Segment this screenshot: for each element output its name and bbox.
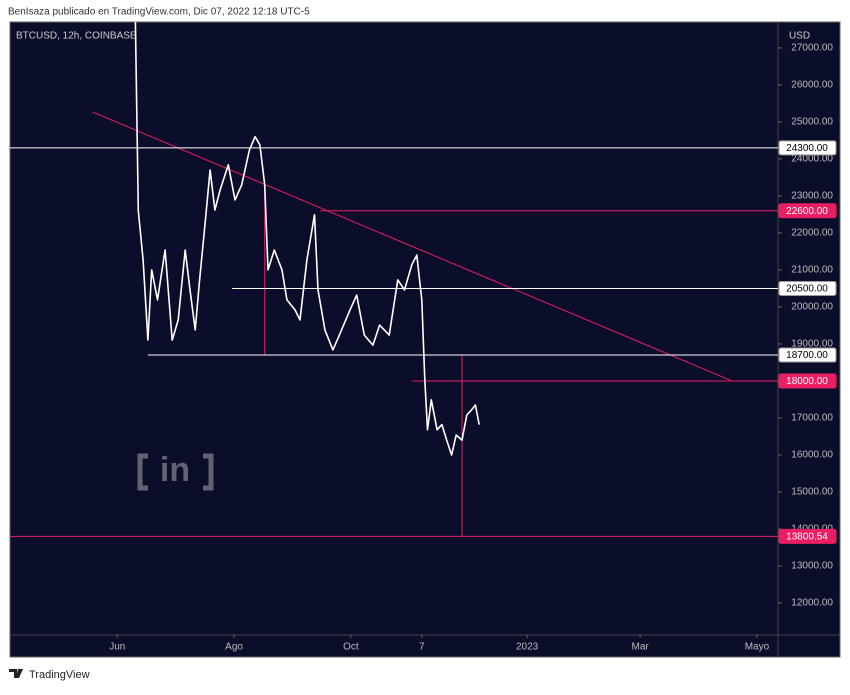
x-tick-label: Mar [631,642,649,653]
y-tick-label: 22000.00 [791,228,833,239]
trendline [92,111,733,382]
level-label-box [778,203,837,219]
x-tick-label: Oct [343,642,359,653]
y-tick-label: 12000.00 [791,598,833,609]
y-tick-label: 15000.00 [791,487,833,498]
level-label-box [778,140,837,156]
x-tick-label: 2023 [516,642,539,653]
y-tick-label: 20000.00 [791,302,833,313]
y-tick-label: 13000.00 [791,561,833,572]
price-line [134,21,480,456]
y-tick-label: 26000.00 [791,80,833,91]
symbol: BTCUSD, 12h, COINBASE [16,31,137,42]
footer: TradingView [29,669,90,681]
x-tick-label: Jun [109,642,125,653]
footer-logo: TradingView [9,669,90,681]
level-label: 24300.00 [786,143,828,154]
watermark-text: in [160,451,190,489]
y-tick-label: 16000.00 [791,450,833,461]
y-tick-label: 19000.00 [791,339,833,350]
level-label: 22600.00 [786,206,828,217]
level-label: 13800.54 [786,532,828,543]
header: BenIsaza publicado en TradingView.com, D… [8,7,310,18]
x-tick-label: Mayo [745,642,770,653]
watermark: in [137,451,214,491]
y-tick-label: 21000.00 [791,265,833,276]
level-label-box [778,280,837,296]
chart-area [9,21,841,658]
y-unit: USD [789,31,810,42]
y-tick-label: 27000.00 [791,43,833,54]
level-label: 18700.00 [786,350,828,361]
level-label-box [778,373,837,389]
y-tick-label: 25000.00 [791,117,833,128]
level-label: 18000.00 [786,376,828,387]
level-label: 20500.00 [786,284,828,295]
x-tick-label: 7 [419,642,425,653]
level-label-box [778,528,837,544]
level-label-box [778,347,837,363]
x-tick-label: Ago [225,642,243,653]
y-tick-label: 24000.00 [791,154,833,165]
y-tick-label: 23000.00 [791,191,833,202]
y-tick-label: 17000.00 [791,413,833,424]
